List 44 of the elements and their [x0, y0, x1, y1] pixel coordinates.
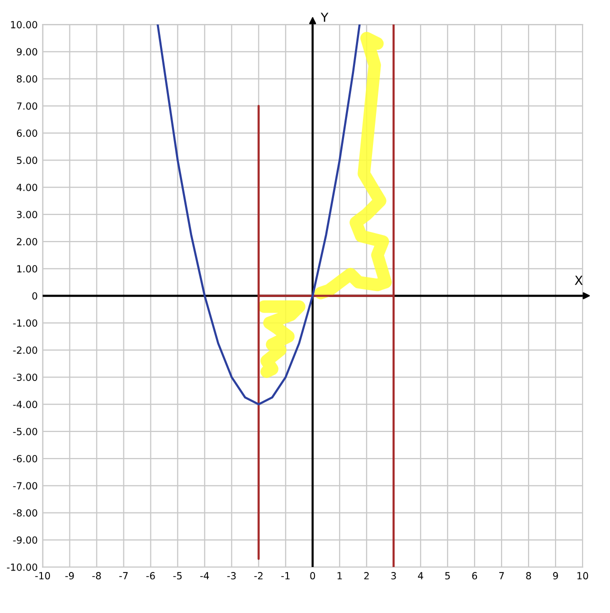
x-tick-label: -7 — [119, 572, 128, 580]
x-tick-label: -10 — [35, 572, 50, 580]
y-tick-label: 1.00 — [17, 265, 38, 272]
x-tick-label: 5 — [445, 572, 450, 580]
y-tick-label: 3.00 — [16, 210, 38, 218]
y-tick-label: 8.00 — [16, 75, 38, 83]
x-tick-label: 3 — [391, 572, 396, 580]
y-tick-label: 4.00 — [16, 184, 38, 192]
x-tick-label: 8 — [526, 572, 531, 580]
y-tick-label: -2.00 — [13, 346, 38, 354]
y-tick-label: -9.00 — [13, 536, 38, 544]
x-tick-label: 2 — [364, 572, 369, 580]
y-tick-label: -8.00 — [13, 509, 38, 517]
y-tick-label: -5.00 — [13, 428, 38, 436]
x-tick-label: -6 — [146, 572, 155, 580]
x-tick-label: 4 — [418, 572, 424, 580]
y-tick-label: -7.00 — [13, 482, 38, 490]
y-tick-label: -3.00 — [13, 374, 38, 381]
x-tick-label: -5 — [173, 572, 182, 580]
y-tick-label: -1.00 — [13, 319, 38, 327]
x-tick-label: 9 — [553, 572, 558, 580]
x-tick-label: 6 — [472, 572, 478, 580]
y-tick-label: 9.00 — [16, 48, 38, 56]
y-tick-label: 7.00 — [16, 102, 38, 110]
y-tick-label: 0 — [32, 292, 38, 300]
x-tick-label: -3 — [227, 572, 236, 580]
y-tick-label: 6.00 — [16, 130, 38, 137]
x-tick-label: -8 — [92, 572, 101, 580]
x-tick-label: 10 — [577, 572, 588, 580]
x-tick-label: 7 — [499, 572, 504, 580]
y-tick-label: 5.00 — [16, 156, 38, 164]
y-tick-label: -4.00 — [13, 400, 38, 408]
y-tick-label: -6.00 — [13, 455, 38, 462]
x-tick-label: -4 — [200, 572, 209, 580]
x-axis-title: X — [574, 276, 583, 285]
y-tick-label: 2.00 — [16, 238, 38, 246]
x-tick-label: 0 — [310, 572, 316, 580]
x-tick-label: -1 — [281, 572, 290, 580]
x-tick-label: 1 — [338, 572, 342, 580]
y-axis-title: Y — [320, 12, 328, 22]
x-tick-label: -2 — [254, 572, 263, 580]
x-tick-label: -9 — [65, 572, 74, 580]
y-tick-label: 10.00 — [11, 21, 38, 28]
y-tick-label: -10.00 — [6, 564, 38, 571]
